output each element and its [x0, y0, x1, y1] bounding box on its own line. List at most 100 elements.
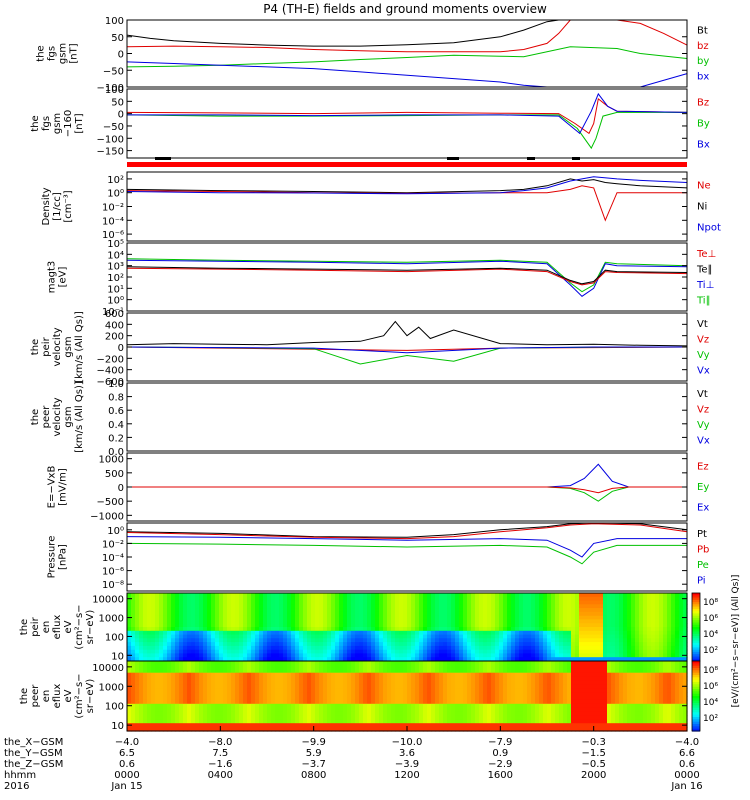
spectrogram-cell — [583, 723, 588, 728]
spectrogram-cell — [463, 680, 468, 685]
spectrogram-cell — [247, 596, 252, 602]
spectrogram-cell — [219, 604, 224, 609]
spectrogram-cell — [359, 719, 364, 724]
spectrogram-cell — [403, 661, 408, 666]
spectrogram-cell — [467, 661, 472, 666]
spectrogram-cell — [503, 707, 508, 713]
spectrogram-cell — [379, 653, 384, 658]
spectrogram-cell — [287, 645, 292, 651]
spectrogram-cell — [271, 596, 276, 602]
spectrogram-cell — [275, 707, 280, 713]
spectrogram-cell — [599, 699, 604, 705]
spectrogram-cell — [419, 596, 424, 602]
legend-item-Npot: Npot — [697, 223, 721, 234]
spectrogram-cell — [247, 657, 252, 662]
spectrogram-cell — [135, 634, 140, 639]
spectrogram-cell — [299, 696, 304, 701]
spectrogram-cell — [499, 615, 504, 621]
spectrogram-cell — [235, 664, 240, 670]
spectrogram-cell — [263, 657, 268, 662]
spectrogram-cell — [247, 615, 252, 621]
spectrogram-cell — [483, 642, 488, 647]
spectrogram-cell — [683, 619, 688, 624]
spectrogram-cell — [275, 596, 280, 602]
spectrogram-cell — [223, 668, 228, 674]
spectrogram-cell — [491, 723, 496, 728]
spectrogram-cell — [571, 661, 576, 666]
spectrogram-cell — [383, 703, 388, 709]
legend-item-Vz: Vz — [697, 404, 709, 415]
spectrogram-cell — [375, 703, 380, 709]
spectrogram-cell — [407, 696, 412, 701]
spectrogram-cell — [675, 615, 680, 621]
spectrogram-cell — [415, 608, 420, 613]
spectrogram-cell — [343, 657, 348, 662]
spectrogram-cell — [343, 684, 348, 689]
spectrogram-cell — [219, 703, 224, 709]
spectrogram-cell — [251, 727, 256, 732]
spectrogram-cell — [267, 596, 272, 602]
spectrogram-cell — [579, 615, 584, 621]
spectrogram-cell — [523, 600, 528, 605]
spectrogram-cell — [219, 668, 224, 674]
spectrogram-cell — [207, 692, 212, 697]
y-tick-label: 10⁻² — [102, 203, 124, 214]
spectrogram-cell — [415, 623, 420, 628]
spectrogram-cell — [467, 692, 472, 697]
spectrogram-cell — [363, 711, 368, 717]
spectrogram-cell — [335, 615, 340, 621]
spectrogram-cell — [303, 645, 308, 651]
spectrogram-cell — [479, 623, 484, 628]
spectrogram-cell — [515, 604, 520, 609]
spectrogram-cell — [563, 593, 568, 598]
spectrogram-cell — [235, 642, 240, 647]
spectrogram-cell — [183, 661, 188, 666]
spectrogram-cell — [551, 638, 556, 643]
spectrogram-cell — [379, 596, 384, 602]
spectrogram-cell — [447, 719, 452, 724]
spectrogram-cell — [259, 642, 264, 647]
spectrogram-cell — [407, 668, 412, 674]
spectrogram-cell — [499, 719, 504, 724]
spectrogram-cell — [615, 604, 620, 609]
spectrogram-cell — [163, 664, 168, 670]
spectrogram-cell — [143, 619, 148, 624]
spectrogram-cell — [587, 696, 592, 701]
spectrogram-cell — [271, 627, 276, 632]
spectrogram-cell — [251, 638, 256, 643]
spectrogram-cell — [567, 642, 572, 647]
spectrogram-cell — [439, 664, 444, 670]
spectrogram-cell — [579, 623, 584, 628]
spectrogram-cell — [295, 623, 300, 628]
spectrogram-cell — [559, 619, 564, 624]
spectrogram-cell — [459, 703, 464, 709]
spectrogram-cell — [271, 696, 276, 701]
spectrogram-cell — [335, 688, 340, 693]
spectrogram-cell — [127, 657, 132, 662]
spectrogram-cell — [527, 596, 532, 602]
spectrogram-cell — [567, 692, 572, 697]
spectrogram-cell — [211, 664, 216, 670]
spectrogram-cell — [371, 699, 376, 705]
spectrogram-cell — [391, 604, 396, 609]
spectrogram-cell — [647, 634, 652, 639]
series-line-by — [126, 46, 688, 68]
spectrogram-cell — [519, 723, 524, 728]
spectrogram-cell — [231, 727, 236, 732]
spectrogram-cell — [427, 707, 432, 713]
spectrogram-cell — [471, 608, 476, 613]
spectrogram-cell — [315, 627, 320, 632]
spectrogram-cell — [555, 703, 560, 709]
spectrogram-cell — [671, 615, 676, 621]
spectrogram-cell — [507, 727, 512, 732]
spectrogram-cell — [659, 596, 664, 602]
spectrogram-cell — [455, 684, 460, 689]
spectrogram-cell — [675, 604, 680, 609]
spectrogram-cell — [283, 684, 288, 689]
spectrogram-cell — [467, 634, 472, 639]
spectrogram-cell — [131, 596, 136, 602]
spectrogram-cell — [583, 653, 588, 658]
spectrogram-cell — [403, 696, 408, 701]
spectrogram-cell — [431, 688, 436, 693]
